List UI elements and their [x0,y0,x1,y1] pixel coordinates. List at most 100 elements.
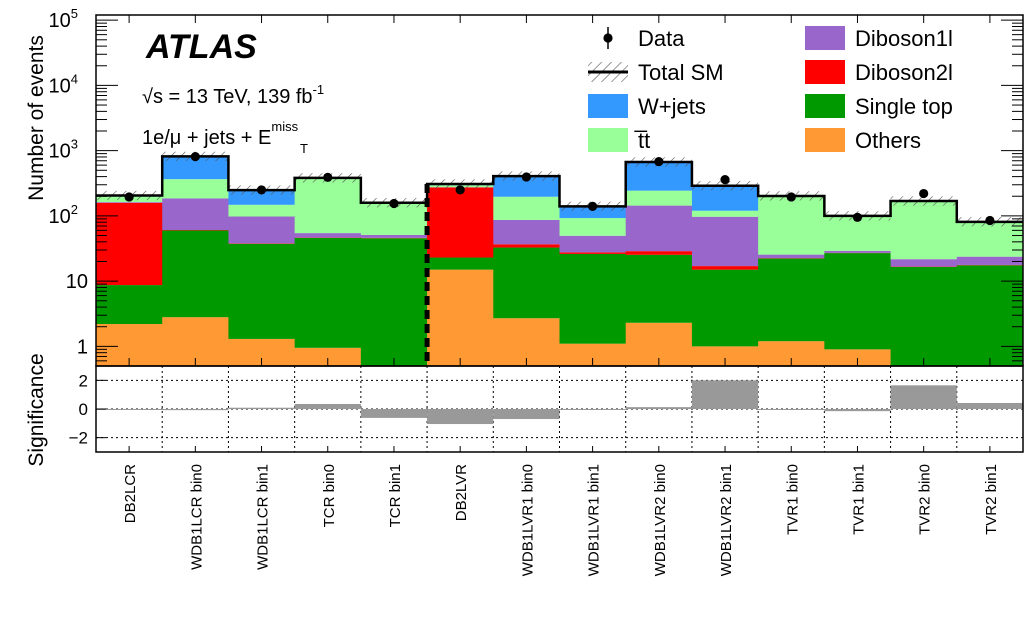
data-point-0 [124,192,134,202]
y-tick-exponent: 4 [71,71,78,86]
category-label: WDB1LCR bin0 [188,464,205,570]
significance-bar-10 [758,409,825,410]
legend: Data Total SM W+jets t̅t Diboson1l Diboson2l S… [588,26,953,153]
bar-single-top-13 [956,265,1023,366]
bar-diboson1l-6 [493,219,560,245]
bar-others-7 [559,343,627,366]
y-tick-base: 10 [49,141,71,163]
y-tick-exponent: 2 [71,202,78,217]
bar-w-jets-8 [625,162,693,191]
bar-diboson2l-8 [625,251,693,255]
y-tick-label: 103 [49,137,78,163]
category-label: TVR1 bin1 [850,464,867,535]
bar-single-top-10 [758,258,825,342]
legend-label: t̅t [634,128,650,153]
data-point-7 [588,201,598,211]
significance-bar-3 [294,403,361,409]
data-point-3 [323,172,333,182]
significance-bar-6 [493,409,560,420]
bar-others-1 [162,317,229,366]
significance-bar-0 [96,409,163,410]
legend-swatch [805,60,845,84]
significance-bar-4 [360,409,428,418]
legend-swatch [805,26,845,50]
data-point-11 [852,212,863,222]
data-point-6 [521,172,531,182]
bar-diboson1l-12 [890,259,958,267]
bar-diboson1l-7 [559,235,627,253]
data-point-5 [455,185,465,195]
bar-diboson2l-6 [493,244,560,248]
legend-label: Diboson2l [855,60,953,85]
annotations: ATLAS √s = 13 TeV, 139 fb-1 1e/μ + jets … [142,28,324,156]
significance-bar-9 [691,380,759,409]
selection-sub: T [300,141,308,156]
data-point-8 [654,156,664,167]
bar-single-top-2 [228,243,296,339]
bar-others-5 [427,269,494,366]
bar-single-top-11 [824,253,891,350]
y-tick-label: 104 [49,71,78,97]
bar-t-t-1 [162,179,229,199]
bar-diboson2l-7 [559,252,627,254]
significance-bar-11 [824,409,891,412]
bar-t-t-2 [228,204,296,217]
significance-bars [96,366,1023,452]
category-label: WDB1LVR1 bin0 [519,464,536,576]
bar-t-t-13 [956,222,1023,257]
category-label: WDB1LVR2 bin0 [652,464,669,576]
bar-diboson1l-3 [294,233,362,238]
energy-text: √s = 13 TeV, 139 fb [142,86,313,108]
category-label: WDB1LVR2 bin1 [718,464,735,576]
bar-single-top-8 [625,254,693,323]
legend-swatch [588,94,628,118]
legend-label: Others [855,128,921,153]
data-point-1 [190,152,200,162]
significance-bar-12 [890,385,957,409]
sig-y-tick-label: 0 [79,400,88,419]
bar-single-top-6 [493,247,560,319]
legend-label: Data [638,26,685,51]
energy-sup: -1 [313,82,325,97]
data-point-9 [720,174,730,185]
y-tick-base: 10 [49,206,71,228]
bar-single-top-1 [162,230,229,318]
bar-w-jets-1 [162,156,229,180]
stacked-histogram [96,156,1023,366]
category-label: DB2LCR [122,464,139,523]
bar-others-11 [824,349,891,366]
bar-diboson1l-8 [625,205,693,252]
legend-swatch [588,128,628,152]
bar-t-t-6 [493,196,560,220]
data-point-13 [985,215,995,226]
bar-single-top-0 [96,285,163,325]
bar-diboson2l-0 [96,202,163,286]
category-label: TCR bin0 [321,464,338,527]
bar-w-jets-6 [493,176,560,197]
legend-label: Diboson1l [855,26,953,51]
significance-bar-7 [559,409,626,410]
bar-t-t-10 [758,196,825,255]
category-label: TVR2 bin0 [917,464,934,535]
legend-label: W+jets [638,94,706,119]
y-axis-title: Number of events [25,35,48,201]
y-tick-label: 105 [49,6,78,32]
data-point-10 [786,192,796,202]
y-tick-label: 102 [49,202,78,228]
category-label: WDB1LCR bin1 [255,464,272,570]
data-point-4 [389,198,399,209]
y-tick-exponent: 5 [71,6,78,21]
bar-t-t-9 [691,210,759,217]
bar-diboson1l-1 [162,198,229,230]
y-tick-base: 10 [66,271,88,293]
selection-sup: miss [271,119,298,134]
bar-single-top-9 [691,269,759,347]
y-tick-base: 10 [49,75,71,97]
legend-swatch [805,94,845,118]
bar-others-3 [294,347,362,366]
bar-diboson1l-2 [228,216,296,244]
bar-t-t-3 [294,178,362,234]
data-point-12 [919,188,929,199]
